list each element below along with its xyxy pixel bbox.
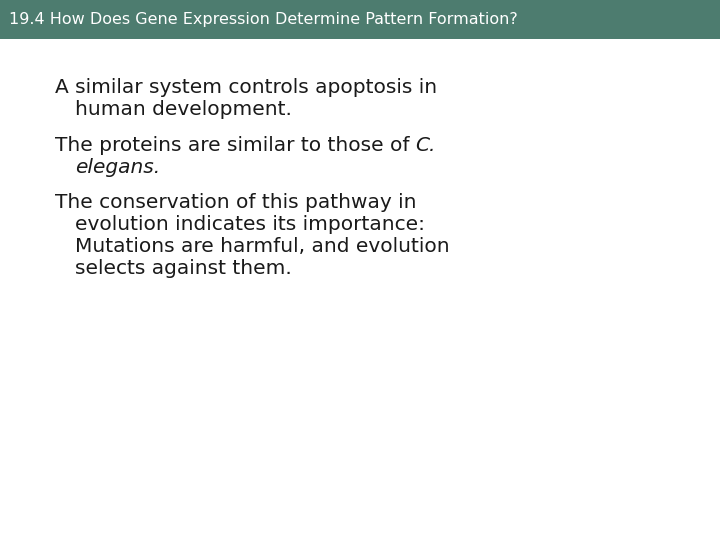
Text: 19.4 How Does Gene Expression Determine Pattern Formation?: 19.4 How Does Gene Expression Determine …: [9, 12, 518, 27]
Text: human development.: human development.: [75, 100, 292, 119]
Text: elegans.: elegans.: [75, 158, 160, 177]
Text: C.: C.: [415, 136, 436, 154]
Text: The conservation of this pathway in: The conservation of this pathway in: [55, 193, 416, 212]
Text: selects against them.: selects against them.: [75, 259, 292, 278]
Text: evolution indicates its importance:: evolution indicates its importance:: [75, 215, 425, 234]
Text: A similar system controls apoptosis in: A similar system controls apoptosis in: [55, 78, 437, 97]
Text: The proteins are similar to those of: The proteins are similar to those of: [55, 136, 415, 154]
Text: Mutations are harmful, and evolution: Mutations are harmful, and evolution: [75, 237, 449, 256]
